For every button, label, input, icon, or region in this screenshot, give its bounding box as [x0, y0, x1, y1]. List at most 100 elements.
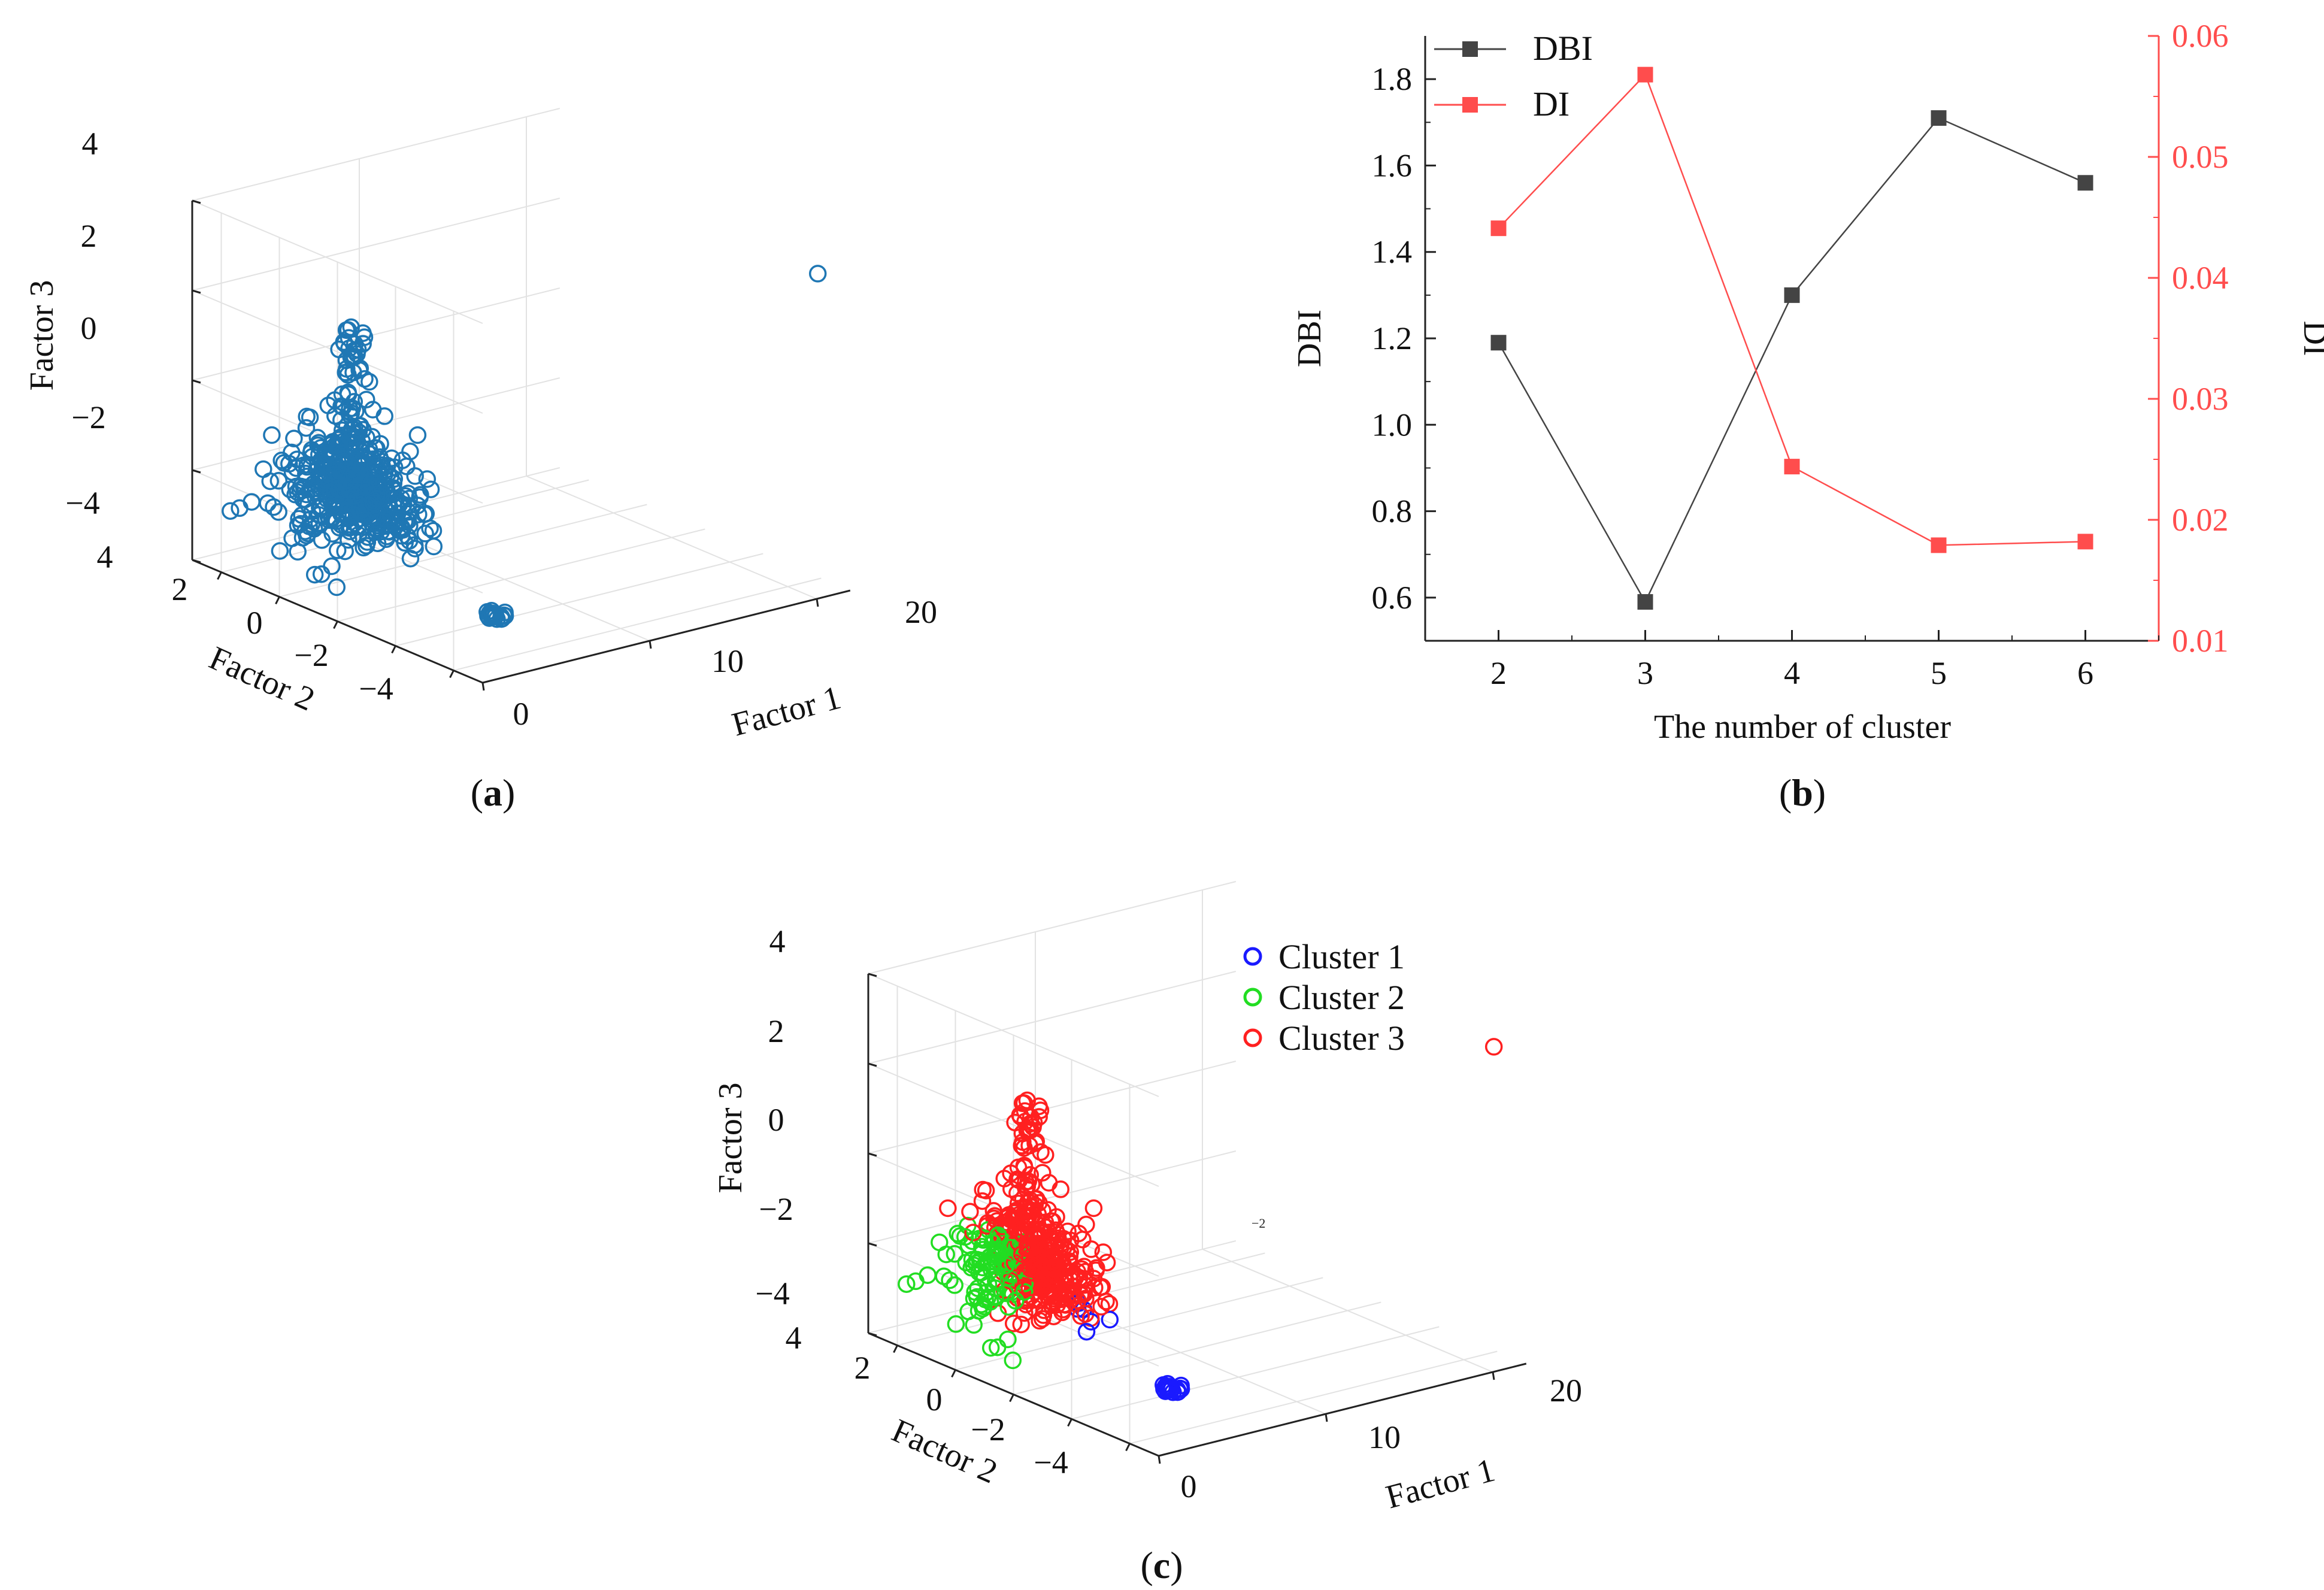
data-point [363, 401, 382, 419]
data-point [371, 435, 389, 453]
x-axis [482, 589, 851, 684]
panel-a-xtick: 10 [711, 643, 744, 679]
data-point [974, 1180, 992, 1199]
panel-c-ztick: 4 [769, 923, 786, 959]
data-point [1082, 1240, 1100, 1258]
data-marker-DI [1490, 220, 1507, 237]
panel-c-zlabel: Factor 3 [712, 1082, 749, 1193]
x-tick-mark [1325, 1413, 1328, 1422]
data-point [416, 525, 434, 543]
data-point [346, 487, 364, 505]
data-point [1022, 1198, 1040, 1216]
y-right-tick-label: 0.02 [2172, 502, 2229, 538]
y-left-tick-label: 1.6 [1372, 147, 1413, 183]
data-point [333, 421, 352, 440]
y-left-tick-label: 1.2 [1372, 320, 1413, 356]
data-point [358, 533, 377, 551]
data-marker-DBI [1490, 335, 1507, 351]
panel-b-series [1490, 66, 2093, 610]
data-point [1087, 1259, 1105, 1277]
panel-c-points [898, 1038, 1503, 1401]
panel-c-ztick: 2 [768, 1013, 784, 1049]
data-point [984, 1202, 1003, 1220]
z-tick-mark [192, 289, 201, 294]
panel-b-line-chart: 0.6 0.8 1.0 1.2 1.4 1.6 1.8 0.01 0.02 0.03 0.04 0.0… [1291, 18, 2324, 814]
data-point [1055, 1229, 1072, 1248]
panel-a-xlabel: Factor 1 [728, 679, 845, 744]
data-point [333, 385, 352, 403]
gridline [192, 108, 560, 201]
data-point [368, 485, 386, 504]
x-tick-label: 3 [1637, 655, 1653, 691]
data-point [337, 472, 355, 490]
data-point [411, 486, 429, 504]
data-point [332, 411, 350, 429]
outlier-point [808, 265, 827, 283]
gridline [868, 1150, 1237, 1244]
data-point [1092, 1298, 1110, 1316]
gridline [1013, 1301, 1381, 1395]
panel-c-xtick: 20 [1550, 1373, 1582, 1409]
panel-b-letter: b [1792, 771, 1813, 814]
data-point [1016, 1158, 1034, 1177]
data-point [981, 1338, 1000, 1357]
y-left-tick-label: 1.0 [1372, 407, 1413, 443]
y-tick-mark [1067, 1418, 1072, 1427]
data-point [345, 475, 363, 493]
panel-a-ytick: −4 [359, 671, 393, 707]
data-point [977, 1283, 996, 1301]
panel-c-ztick: 0 [768, 1102, 784, 1138]
y-tick-mark [391, 645, 396, 654]
data-point [1101, 1310, 1119, 1329]
data-point [340, 329, 358, 347]
panel-a-ytick: 4 [97, 539, 113, 575]
data-point [1011, 1106, 1029, 1124]
data-point [919, 1266, 937, 1284]
data-point [408, 426, 427, 444]
legend-cluster-1-marker [1243, 947, 1262, 966]
data-point [328, 578, 346, 596]
data-point [381, 508, 400, 526]
panel-a-ztick: −4 [65, 485, 99, 521]
data-point [418, 470, 437, 488]
data-point [340, 531, 357, 549]
y-right-tick-label: 0.01 [2172, 623, 2229, 659]
z-tick-mark [868, 1152, 877, 1157]
data-point [339, 321, 357, 339]
y-tick-mark [333, 620, 338, 629]
data-point [305, 565, 324, 584]
x-axis [1158, 1362, 1527, 1457]
panel-a-points [222, 265, 827, 628]
legend-dbi-marker [1462, 41, 1478, 57]
data-point [342, 348, 360, 367]
panel-c-axes-frame [867, 881, 1527, 1464]
panel-a-ytick: −2 [294, 637, 328, 673]
data-point [1098, 1253, 1116, 1271]
panel-c-3d-scatter-clusters: 4 2 0 −2 −4 Factor 3 4 2 0 −2 −4 Factor … [712, 881, 1582, 1586]
data-point [269, 503, 287, 521]
panel-a-ztick: 0 [81, 310, 97, 346]
gridline [868, 971, 1237, 1064]
data-point [1044, 1284, 1062, 1303]
x-tick-mark [1492, 1371, 1495, 1380]
gridline [868, 881, 1237, 974]
panel-c-xlabel: Factor 1 [1382, 1452, 1499, 1516]
data-point [1077, 1322, 1096, 1341]
data-point [946, 1245, 964, 1263]
data-point [961, 1203, 979, 1221]
series-line-DI [1498, 73, 2086, 546]
data-point [1018, 1291, 1036, 1309]
data-point [1012, 1315, 1030, 1334]
data-marker-DI [1784, 459, 1800, 475]
data-point [1034, 1306, 1053, 1324]
data-point [907, 1272, 925, 1291]
panel-c-ztick: −4 [755, 1276, 789, 1312]
x-tick-mark [649, 640, 652, 649]
gridline [192, 377, 560, 471]
z-tick-mark [192, 379, 201, 384]
data-point [1015, 1094, 1034, 1112]
legend-cluster-3-label: Cluster 3 [1278, 1019, 1405, 1058]
legend-cluster-2-marker [1243, 988, 1262, 1007]
data-point [368, 511, 386, 529]
data-point [1040, 1174, 1058, 1192]
